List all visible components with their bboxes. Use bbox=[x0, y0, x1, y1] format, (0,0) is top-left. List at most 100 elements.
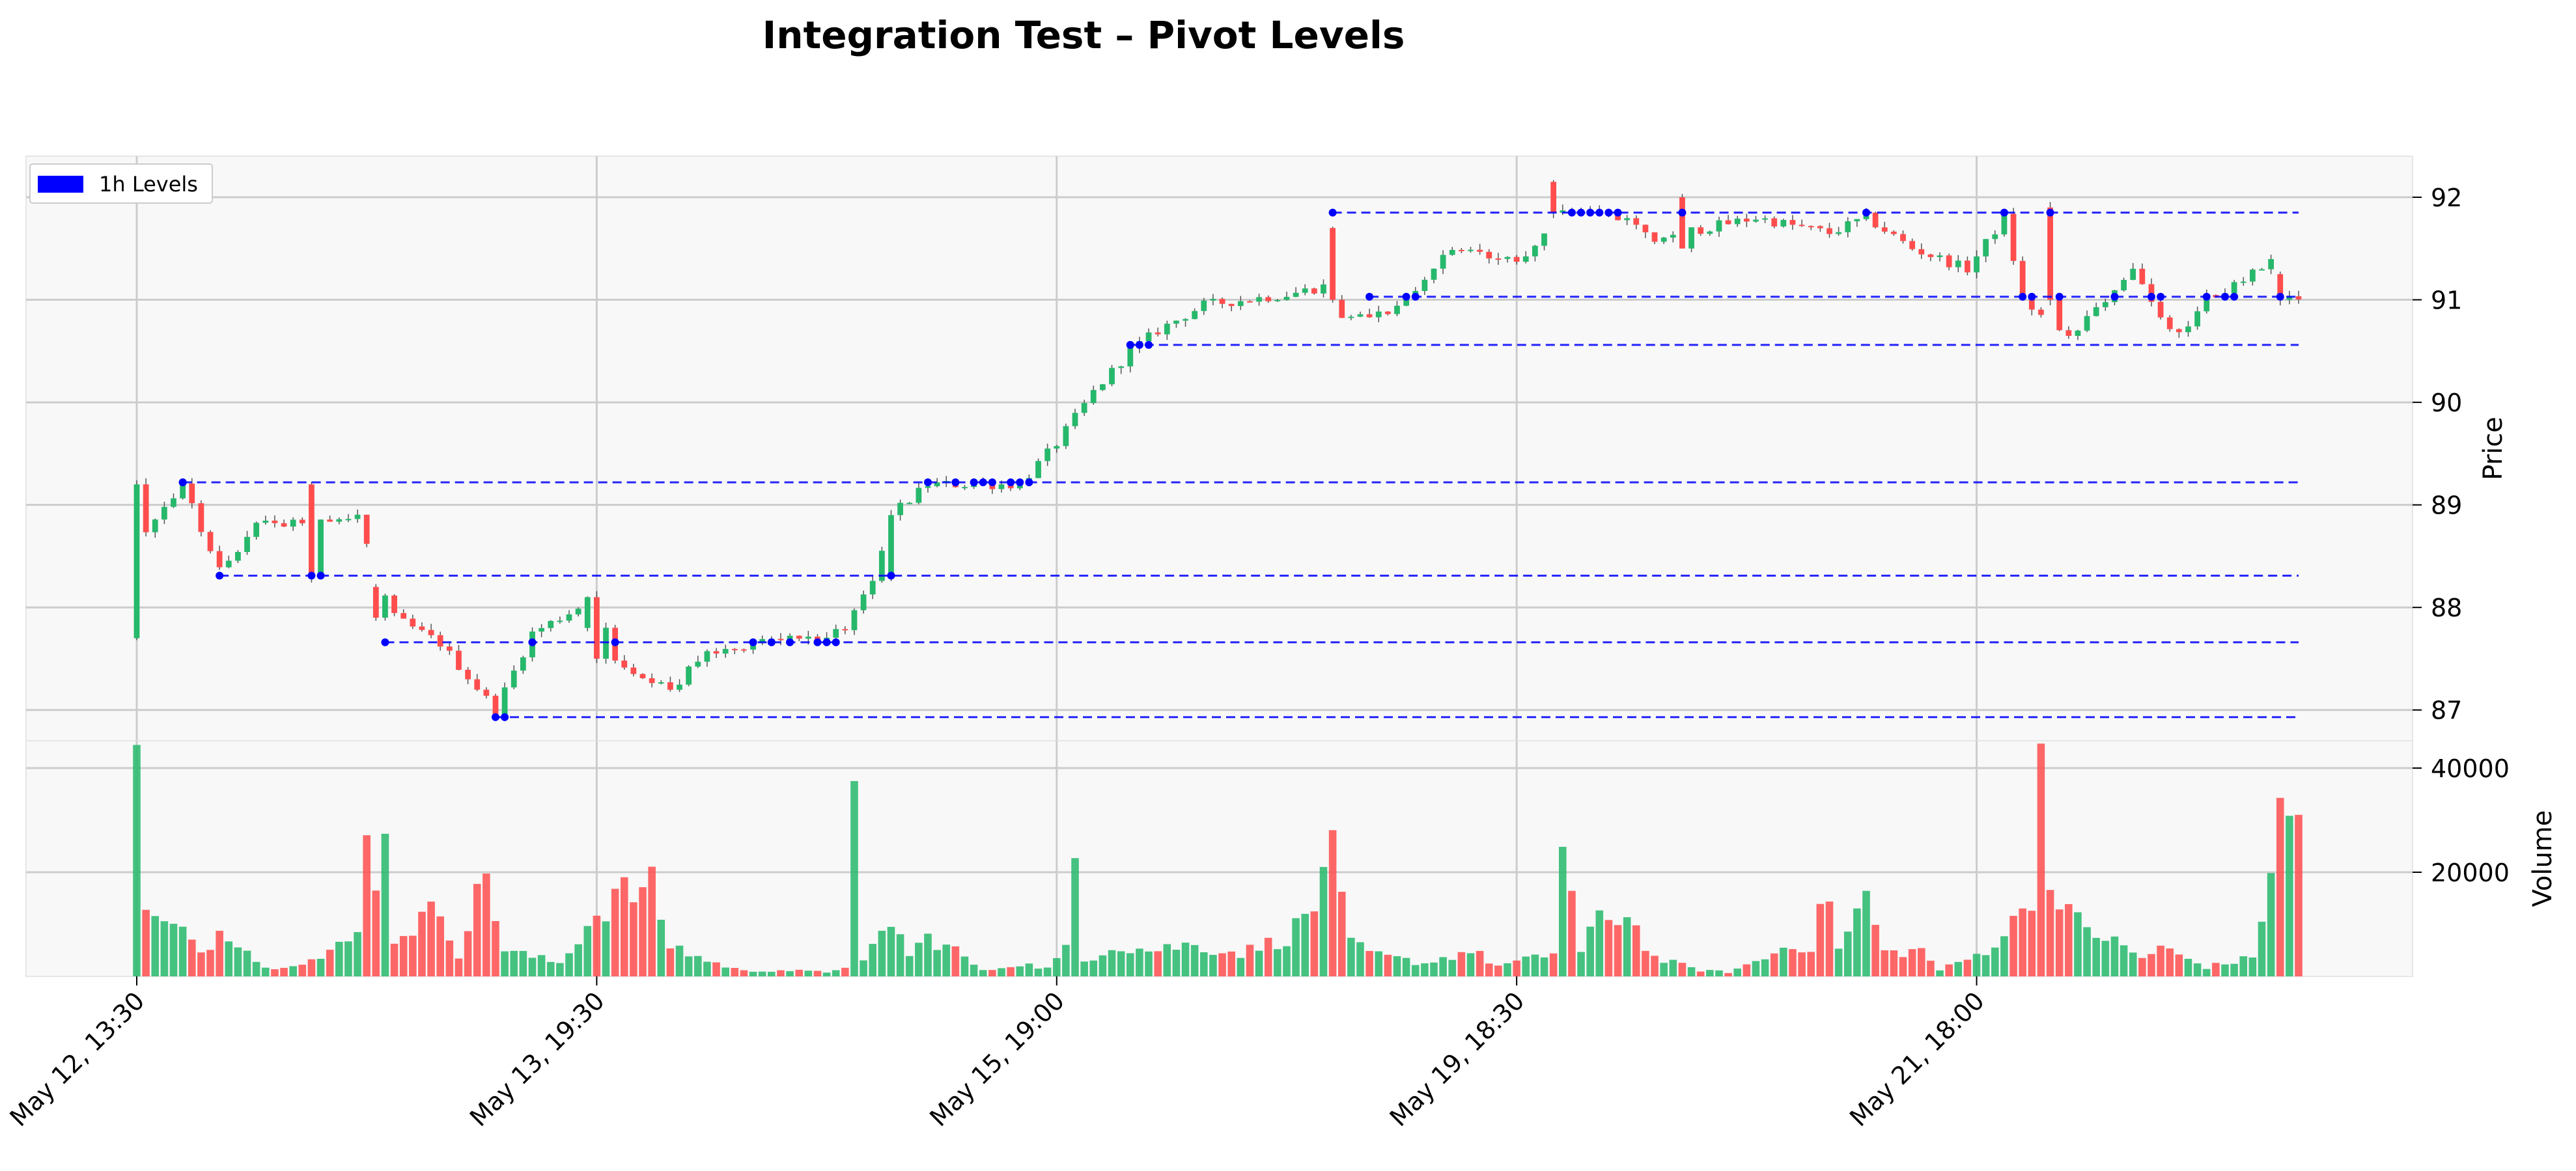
pivot-touch-marker bbox=[2055, 292, 2064, 301]
volume-bar bbox=[2037, 743, 2045, 976]
candle-body bbox=[2166, 317, 2173, 329]
candle-body bbox=[1891, 231, 1897, 234]
x-tick-label: May 21, 18:00 bbox=[1844, 986, 1990, 1132]
candle-body bbox=[2204, 295, 2210, 312]
candle-body bbox=[1339, 299, 1345, 318]
pivot-origin-marker bbox=[381, 638, 389, 646]
candle-body bbox=[262, 520, 269, 523]
volume-bar bbox=[1623, 917, 1631, 976]
volume-bar bbox=[1981, 955, 1990, 976]
volume-bar bbox=[1421, 963, 1429, 976]
volume-bar bbox=[611, 889, 619, 976]
candle-body bbox=[1449, 249, 1455, 255]
candle-body bbox=[216, 551, 223, 568]
candle-body bbox=[1918, 249, 1925, 255]
volume-bar bbox=[1227, 951, 1235, 976]
candle-body bbox=[906, 503, 913, 504]
candle-body bbox=[1228, 303, 1235, 307]
pivot-touch-marker bbox=[2157, 292, 2165, 301]
volume-bar bbox=[878, 930, 886, 976]
candle-body bbox=[428, 629, 434, 635]
volume-bar bbox=[261, 967, 270, 976]
volume-bar bbox=[2202, 969, 2211, 976]
candle-body bbox=[1762, 218, 1768, 220]
volume-bar bbox=[307, 959, 316, 976]
candle-body bbox=[1265, 297, 1272, 301]
candle-body bbox=[2093, 307, 2099, 316]
volume-bar bbox=[363, 835, 371, 976]
candle-body bbox=[677, 684, 682, 690]
pivot-touch-marker bbox=[832, 638, 840, 646]
candle-body bbox=[1808, 226, 1814, 228]
volume-bar bbox=[455, 958, 463, 976]
volume-bar bbox=[546, 961, 555, 976]
candle-body bbox=[1054, 446, 1060, 449]
volume-bar bbox=[602, 921, 610, 976]
candle-body bbox=[133, 484, 140, 639]
candle-body bbox=[1081, 403, 1087, 413]
volume-bar bbox=[2267, 873, 2275, 976]
volume-bar bbox=[1780, 947, 1787, 976]
volume-bar bbox=[1052, 957, 1061, 976]
volume-bar bbox=[2295, 814, 2303, 976]
volume-bar bbox=[721, 967, 729, 976]
volume-bar bbox=[216, 930, 223, 976]
candle-body bbox=[731, 648, 738, 650]
legend-frame bbox=[29, 163, 213, 204]
candle-body bbox=[1836, 232, 1841, 234]
legend-swatch bbox=[38, 176, 83, 193]
volume-bar bbox=[768, 971, 776, 976]
candle-body bbox=[1155, 332, 1161, 335]
pivot-touch-marker bbox=[1586, 208, 1595, 217]
candle-body bbox=[1946, 255, 1952, 268]
candle-body bbox=[2001, 214, 2008, 235]
volume-bar bbox=[2148, 954, 2155, 976]
candle-body bbox=[1145, 332, 1152, 342]
volume-bar bbox=[693, 956, 702, 976]
volume-bar bbox=[1586, 926, 1594, 976]
candle-body bbox=[1504, 256, 1511, 259]
candle-body bbox=[1522, 256, 1529, 262]
volume-bar bbox=[887, 926, 895, 976]
candle-body bbox=[2047, 207, 2053, 300]
volume-bar bbox=[2083, 927, 2091, 976]
volume-bar bbox=[1402, 957, 1410, 976]
volume-bar bbox=[1154, 951, 1162, 976]
candle-body bbox=[1679, 197, 1685, 249]
volume-bar bbox=[1025, 963, 1033, 976]
volume-bar bbox=[372, 890, 380, 976]
candle-body bbox=[2240, 281, 2247, 283]
candle-body bbox=[299, 519, 305, 523]
candle-body bbox=[1974, 256, 1980, 273]
candle-body bbox=[1293, 292, 1299, 297]
volume-bar bbox=[142, 909, 150, 976]
candle-body bbox=[1799, 225, 1805, 227]
candle-body bbox=[198, 503, 204, 532]
candle-body bbox=[1633, 218, 1640, 225]
volume-bar bbox=[2248, 957, 2257, 976]
volume-bar bbox=[252, 961, 260, 976]
candle-body bbox=[1900, 234, 1906, 241]
pivot-touch-marker bbox=[970, 478, 978, 486]
candle-body bbox=[2157, 301, 2164, 318]
candle-body bbox=[1734, 218, 1741, 225]
candle-body bbox=[833, 629, 839, 638]
volume-bar bbox=[2258, 921, 2266, 976]
volume-panel: 20000 40000 Volume bbox=[25, 740, 2558, 977]
volume-bar bbox=[675, 945, 684, 976]
candle-body bbox=[1817, 226, 1823, 228]
volume-bar bbox=[777, 970, 785, 976]
candle-body bbox=[1698, 227, 1704, 234]
pivot-touch-marker bbox=[1411, 292, 1420, 301]
volume-bar bbox=[583, 926, 592, 976]
candle-body bbox=[171, 498, 176, 507]
volume-bar bbox=[2129, 952, 2137, 976]
volume-bar bbox=[1807, 952, 1815, 976]
volume-bar bbox=[1237, 957, 1245, 976]
volume-bar bbox=[1733, 968, 1742, 976]
volume-bar bbox=[1375, 951, 1383, 976]
volume-bar bbox=[1136, 948, 1143, 976]
candle-body bbox=[419, 626, 425, 630]
candle-body bbox=[750, 642, 756, 650]
volume-bar bbox=[1126, 953, 1134, 976]
